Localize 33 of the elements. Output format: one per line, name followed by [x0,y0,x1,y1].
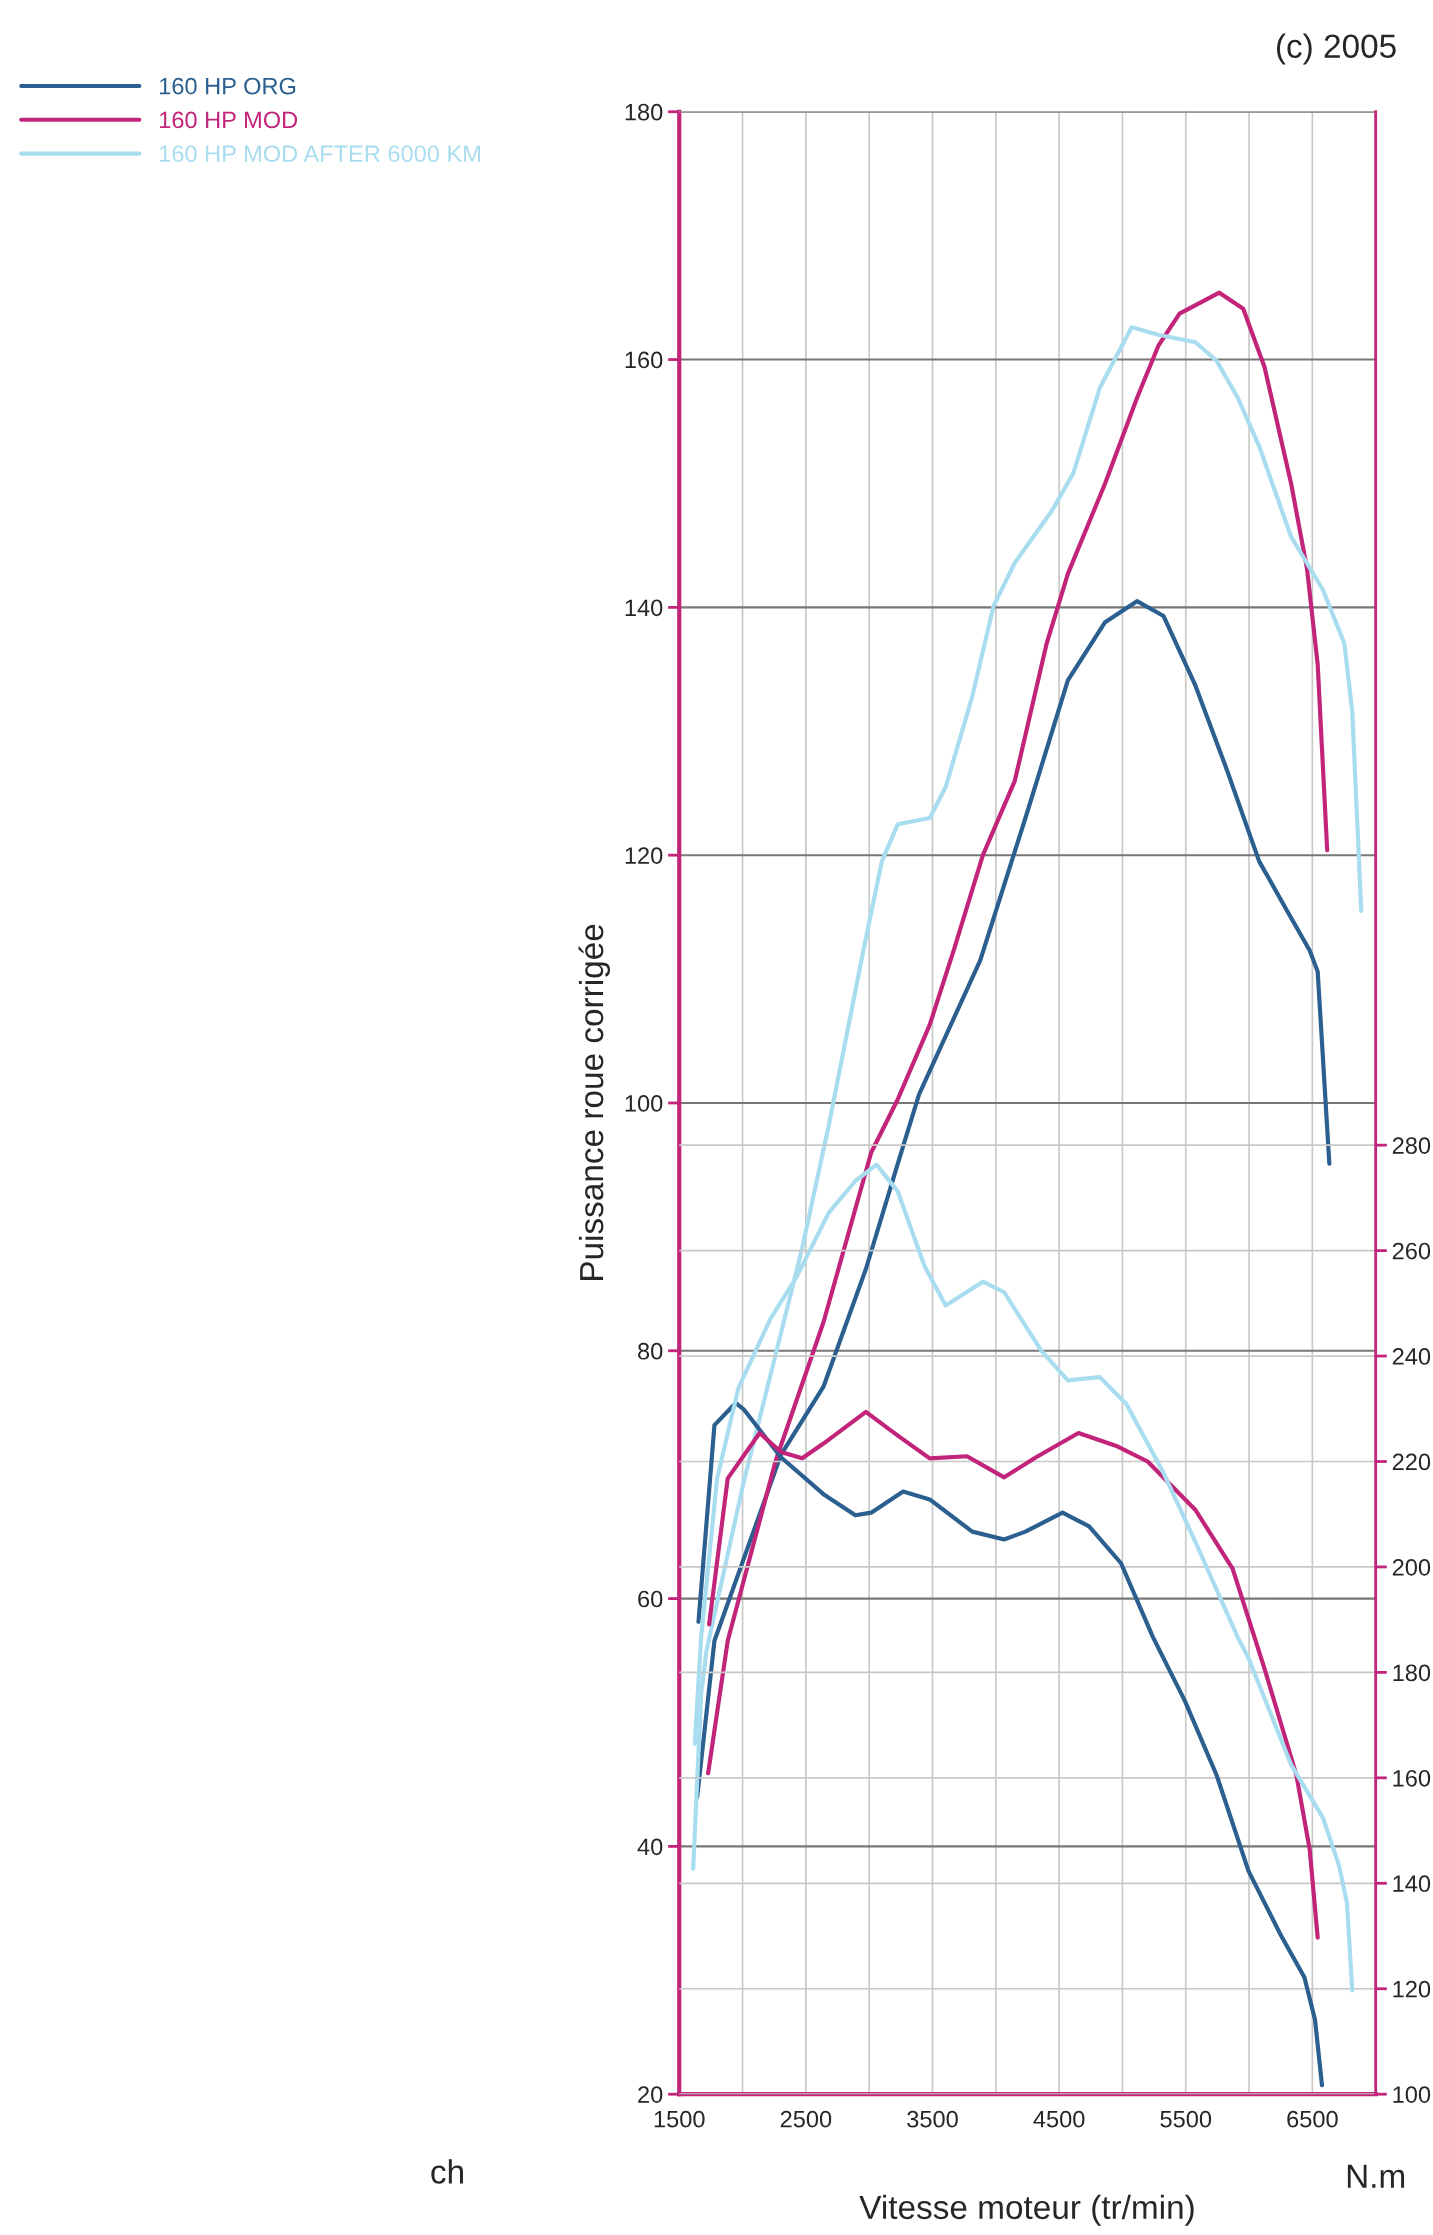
y-tick-label: 80 [638,1342,663,1360]
y-tick-label: 140 [625,599,663,617]
text: 160 HP ORG [159,77,296,95]
x-tick-label: 2500 [780,2110,832,2128]
y2-tick-label: 160 [1393,1769,1431,1787]
x-axis-title: Vitesse moteur (tr/min) [859,2194,1194,2226]
y2-axis-title: N.m [1347,2164,1405,2188]
y-tick-label: 160 [625,351,663,369]
x-tick-label: 6500 [1287,2110,1338,2128]
y-axis-title: Puissance roue corrigée [578,924,610,1280]
x-tick-label: 5500 [1160,2110,1212,2128]
y-tick-label: 40 [637,1838,663,1856]
text: ch [431,2159,463,2184]
y-tick-label: 120 [625,847,663,864]
y2-tick-label: 200 [1392,1559,1431,1576]
text: 160 HP MOD AFTER 6000 KM [159,145,480,163]
y-tick-label: 180 [625,103,663,121]
y2-tick-label: 180 [1393,1664,1431,1682]
x-tick-label: 3500 [907,2110,958,2128]
y-tick-label: 20 [638,2086,663,2103]
x-tick-label: 1500 [654,2110,705,2128]
y2-tick-label: 280 [1392,1137,1431,1154]
y2-tick-label: 240 [1392,1348,1431,1365]
y2-tick-label: 220 [1392,1453,1431,1471]
y2-tick-label: 260 [1392,1242,1431,1260]
text: (c) 2005 [1276,33,1396,65]
y-tick-label: 60 [638,1590,663,1608]
y2-tick-label: 140 [1393,1875,1431,1893]
y-tick-label: 100 [625,1095,663,1112]
text: 160 HP MOD [159,111,298,129]
y2-tick-label: 100 [1393,2086,1431,2103]
y2-tick-label: 120 [1393,1980,1431,1998]
x-tick-label: 4500 [1033,2110,1085,2128]
